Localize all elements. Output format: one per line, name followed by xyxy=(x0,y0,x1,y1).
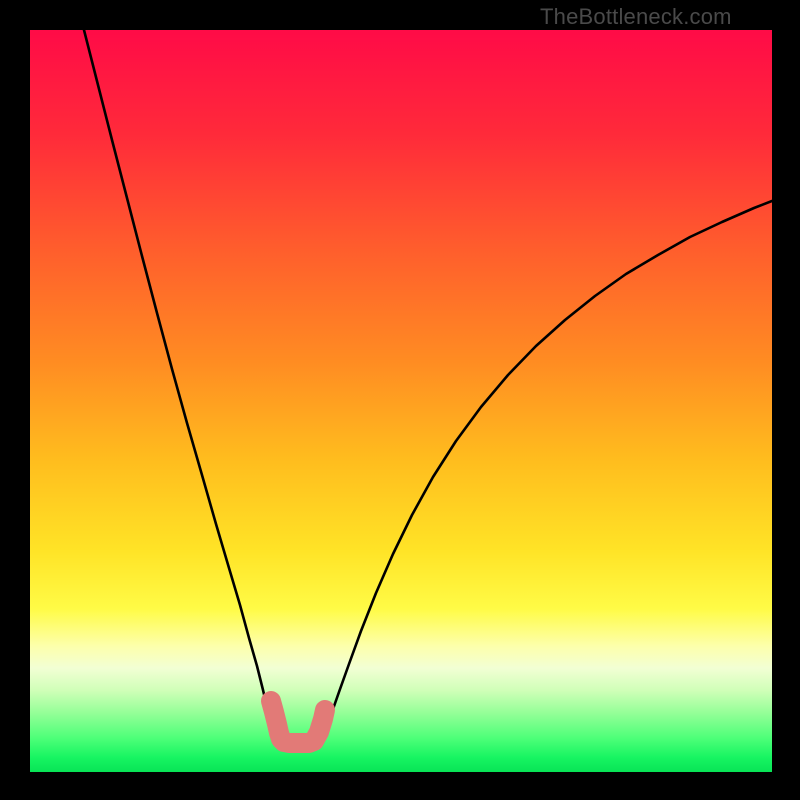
chart-area xyxy=(30,30,772,772)
chart-svg xyxy=(30,30,772,772)
watermark-text: TheBottleneck.com xyxy=(540,4,732,30)
gradient-background xyxy=(30,30,772,772)
